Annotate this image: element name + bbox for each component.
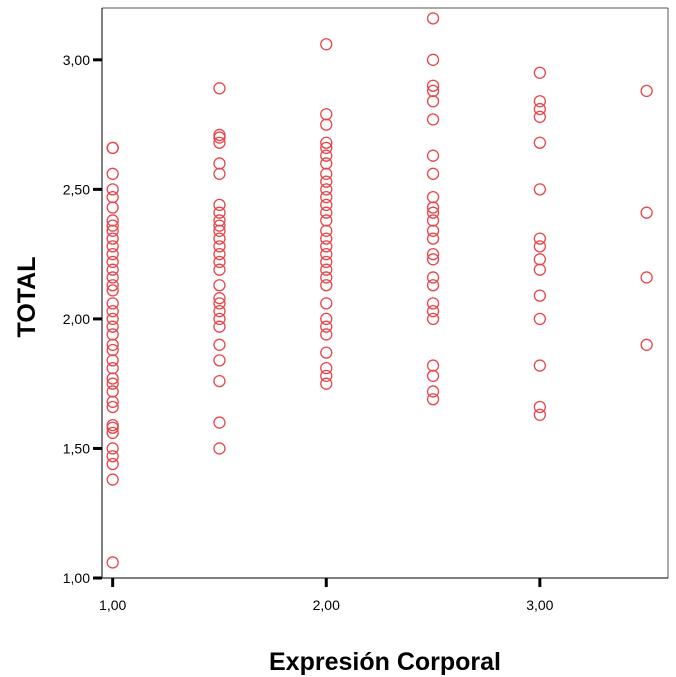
data-point (641, 272, 652, 283)
data-point (641, 339, 652, 350)
data-point (534, 313, 545, 324)
data-point (107, 192, 118, 203)
data-point (321, 215, 332, 226)
y-tick-label: 2,50 (63, 181, 90, 197)
data-point (534, 409, 545, 420)
data-point (214, 355, 225, 366)
data-point (321, 109, 332, 120)
data-point (534, 290, 545, 301)
data-point (428, 360, 439, 371)
data-point (321, 378, 332, 389)
data-point (321, 329, 332, 340)
data-point (534, 137, 545, 148)
data-point (214, 339, 225, 350)
data-point (428, 54, 439, 65)
data-point (214, 168, 225, 179)
y-tick-label: 1,50 (63, 440, 90, 456)
x-tick-label: 2,00 (313, 597, 340, 613)
x-axis-ticks: 1,00 2,00 3,00 (99, 578, 554, 613)
data-points (107, 13, 652, 568)
data-point (321, 280, 332, 291)
data-point (107, 329, 118, 340)
data-point (107, 168, 118, 179)
y-tick-label: 1,00 (63, 570, 90, 586)
data-point (428, 168, 439, 179)
data-point (534, 264, 545, 275)
x-tick-label: 3,00 (526, 597, 553, 613)
plot-area (102, 8, 668, 578)
data-point (534, 360, 545, 371)
data-point (214, 321, 225, 332)
data-point (214, 264, 225, 275)
data-point (534, 67, 545, 78)
data-point (534, 254, 545, 265)
x-axis-title: Expresión Corporal (269, 648, 501, 676)
data-point (214, 280, 225, 291)
data-point (107, 363, 118, 374)
data-point (641, 207, 652, 218)
y-axis-title: TOTAL (13, 256, 41, 337)
data-point (428, 394, 439, 405)
data-point (107, 557, 118, 568)
data-point (428, 150, 439, 161)
data-point (107, 202, 118, 213)
data-point (641, 85, 652, 96)
data-point (107, 142, 118, 153)
data-point (107, 474, 118, 485)
data-point (107, 459, 118, 470)
data-point (428, 370, 439, 381)
data-point (534, 111, 545, 122)
data-point (534, 184, 545, 195)
data-point (321, 158, 332, 169)
data-point (214, 376, 225, 387)
data-point (214, 417, 225, 428)
data-point (214, 158, 225, 169)
data-point (321, 347, 332, 358)
data-point (321, 298, 332, 309)
data-point (428, 96, 439, 107)
data-point (428, 114, 439, 125)
data-point (214, 83, 225, 94)
data-point (428, 192, 439, 203)
data-point (428, 313, 439, 324)
data-point (321, 119, 332, 130)
data-point (428, 13, 439, 24)
data-point (428, 215, 439, 226)
data-point (534, 241, 545, 252)
data-point (428, 280, 439, 291)
data-point (107, 386, 118, 397)
data-point (428, 233, 439, 244)
x-tick-label: 1,00 (99, 597, 126, 613)
data-point (214, 443, 225, 454)
y-tick-label: 3,00 (63, 52, 90, 68)
data-point (321, 39, 332, 50)
y-axis-ticks: 1,00 1,50 2,00 2,50 3,00 (63, 52, 102, 586)
y-tick-label: 2,00 (63, 311, 90, 327)
